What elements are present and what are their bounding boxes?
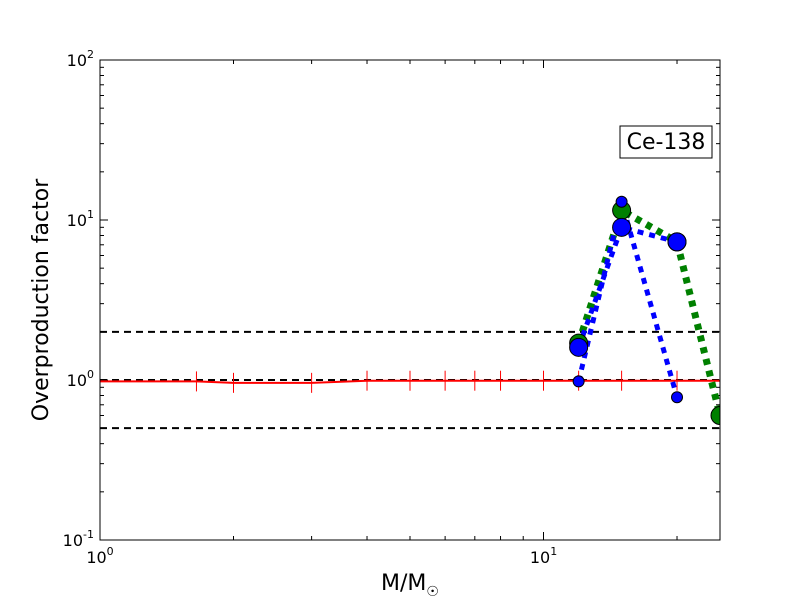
x-tick-label-exponent: 0 — [107, 545, 114, 558]
series-marker — [667, 232, 687, 252]
series-markers — [100, 195, 720, 425]
y-tick-label-base: 10 — [67, 371, 87, 390]
series-marker — [615, 195, 628, 208]
y-tick-label: 101 — [67, 208, 94, 230]
minor-ticks — [99, 59, 720, 541]
series-marker — [612, 217, 632, 237]
x-tick-labels: 100 101 — [86, 545, 557, 567]
y-tick-label: 102 — [67, 48, 94, 70]
x-axis-label-main: M/M — [381, 571, 426, 596]
y-tick-label: 10-1 — [63, 528, 94, 550]
x-axis-label: M/M☉ — [381, 571, 439, 600]
series-line-0 — [100, 379, 720, 384]
series-line-2 — [719, 415, 720, 418]
y-tick-label-base: 10 — [67, 211, 87, 230]
y-tick-label-exponent: -1 — [83, 528, 94, 541]
y-tick-label: 100 — [67, 368, 94, 390]
x-tick-label: 100 — [86, 545, 113, 567]
annotation-label: Ce-138 — [627, 130, 706, 155]
series-marker — [710, 405, 720, 425]
plot-frame — [99, 59, 721, 541]
series-line-1 — [575, 206, 720, 417]
x-axis-label-subscript: ☉ — [426, 584, 439, 600]
series-marker — [572, 375, 585, 388]
y-tick-label-base: 10 — [63, 531, 83, 550]
y-tick-label-exponent: 2 — [87, 48, 94, 61]
annotation-box: Ce-138 — [619, 125, 713, 159]
x-tick-label-base: 10 — [530, 548, 550, 567]
x-tick-label-base: 10 — [86, 548, 106, 567]
x-tick-label-exponent: 1 — [550, 545, 557, 558]
x-tick-label: 101 — [530, 545, 557, 567]
y-tick-label-exponent: 0 — [87, 368, 94, 381]
annotation-frame — [619, 125, 713, 159]
y-tick-label-base: 10 — [67, 51, 87, 70]
y-axis-label: Overproduction factor — [29, 178, 54, 421]
y-tick-label-exponent: 1 — [87, 208, 94, 221]
series-marker — [569, 337, 589, 357]
series-marker — [671, 391, 684, 404]
plot-background — [100, 60, 720, 540]
